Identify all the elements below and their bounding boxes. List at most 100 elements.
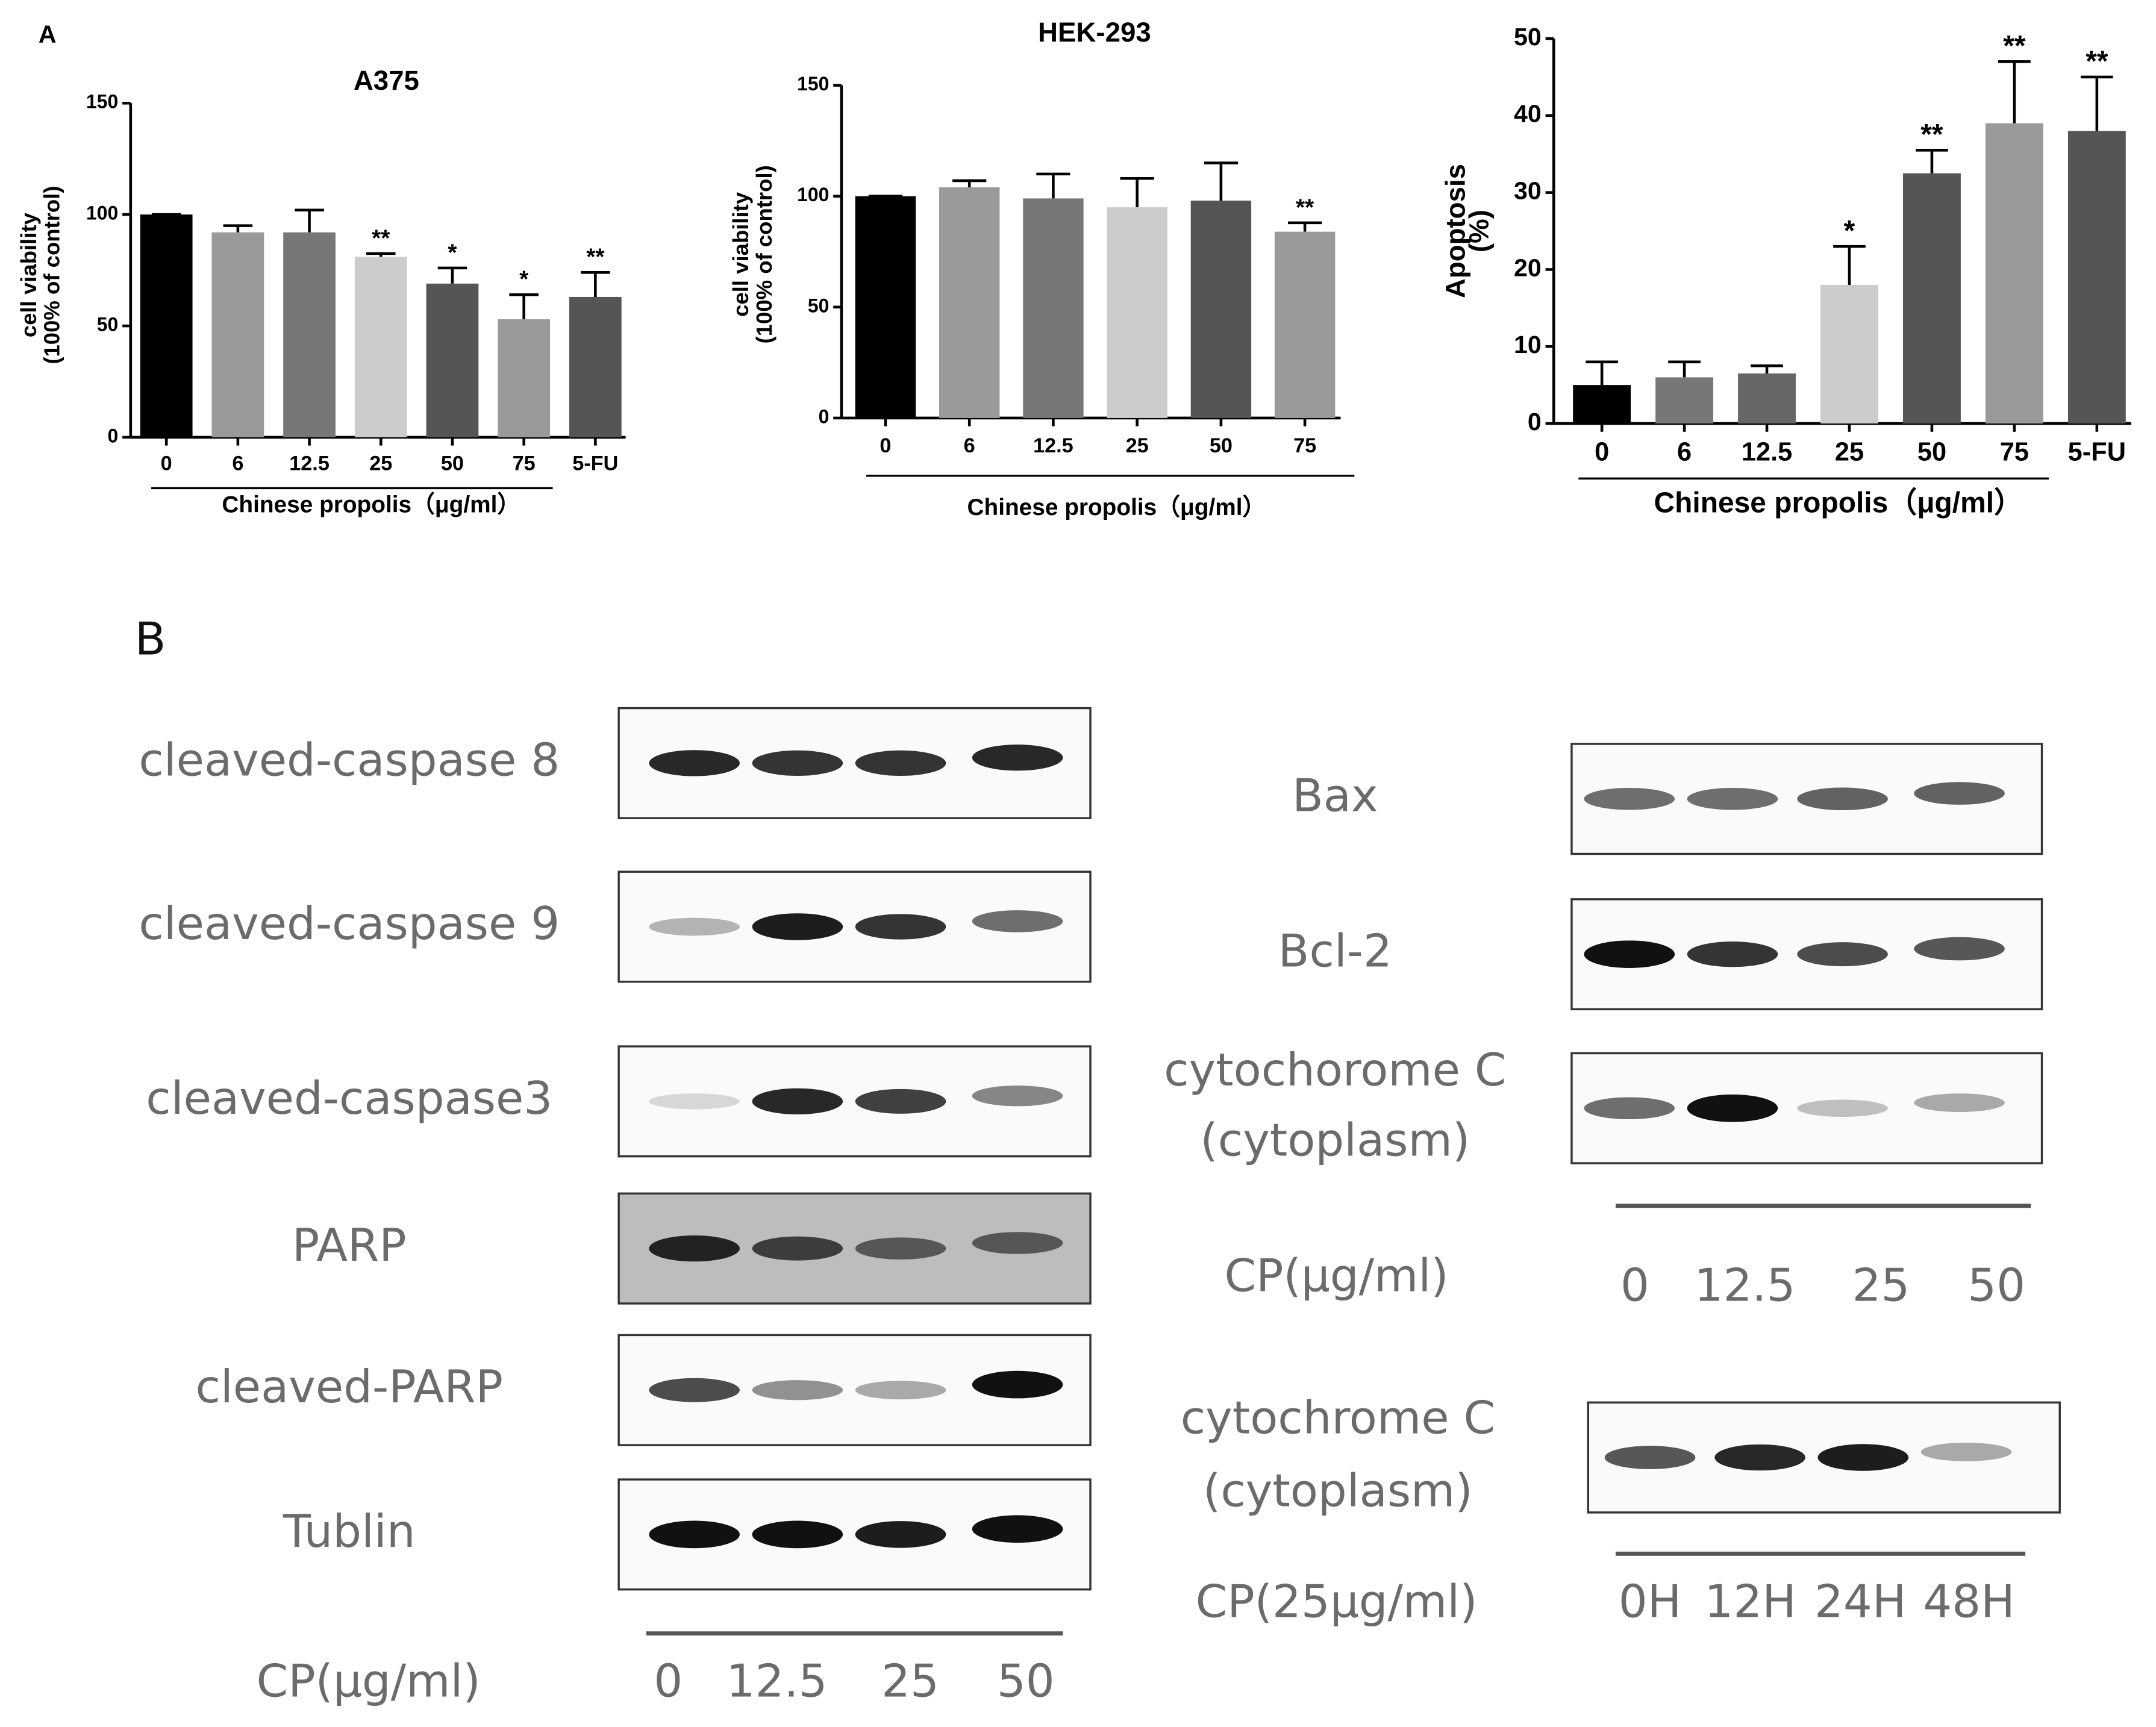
panel-label: B [135,613,166,666]
lane-label: 0H [1619,1575,1682,1628]
x-tick-label: 25 [1835,438,1864,467]
blot-band [1687,942,1778,967]
y-tick-label: 20 [1514,254,1542,281]
x-axis-label: Chinese propolis（μg/ml） [967,495,1266,520]
blot-band [855,1237,946,1260]
x-tick-label: 12.5 [1742,438,1792,467]
blot-band [752,1236,843,1261]
blot-band [1714,1444,1805,1471]
lane-label: 50 [997,1655,1055,1708]
blot-band [752,750,843,776]
bar [426,283,479,437]
bar [1985,123,2043,424]
chart-title: A375 [354,65,419,96]
y-tick-label: 0 [108,425,119,446]
blot-band [1604,1446,1696,1469]
blot-label: Bcl-2 [1278,925,1392,978]
blot-band [972,910,1063,932]
blot-band [752,913,843,940]
blot-band [855,1521,946,1548]
bar [2067,131,2126,424]
blot-band [1797,787,1888,811]
bar [855,196,916,418]
bar [1820,285,1878,424]
error-bar [1204,161,1239,201]
significance: ** [372,225,390,251]
significance: * [448,240,457,266]
error-bar [223,224,253,233]
significance: * [519,267,529,293]
x-tick-label: 75 [1293,434,1316,457]
error-bar [952,179,987,187]
blot-band [1687,787,1778,810]
y-axis-label: (100% of control) [40,186,64,364]
x-tick-label: 75 [513,452,536,475]
significance: ** [1296,195,1314,220]
lane-label: 12.5 [1695,1258,1796,1311]
blot-band [649,1378,740,1402]
significance: ** [2086,46,2108,78]
blot-x-label: CP(μg/ml) [1225,1249,1449,1302]
lane-label: 50 [1967,1258,2025,1311]
y-axis-label: cell viability [16,212,41,337]
y-tick-label: 10 [1514,331,1542,358]
blot-band [855,914,946,940]
blot-label: PARP [292,1219,407,1272]
blot-x-label: CP(μg/ml) [257,1655,481,1708]
blot-band [1914,937,2005,961]
lane-label: 0 [1620,1258,1649,1311]
blot-x-label: CP(25μg/ml) [1196,1575,1478,1628]
lane-label: 0 [654,1655,683,1708]
blot-label: cleaved-caspase 8 [139,733,560,786]
y-tick-label: 30 [1514,176,1542,204]
lane-label: 25 [881,1655,939,1708]
significance: ** [586,245,605,270]
blot-label: (cytoplasm) [1200,1113,1470,1166]
y-tick-label: 50 [808,295,830,316]
y-axis-label: (100% of control) [752,165,776,343]
error-bar [1036,172,1070,199]
error-bar [2081,75,2113,131]
x-tick-label: 6 [1677,438,1692,467]
blot-band [649,917,740,936]
y-tick-label: 150 [797,73,829,95]
bar [498,319,551,437]
blot-band [855,750,946,776]
error-bar [295,208,324,233]
y-tick-label: 50 [97,313,119,335]
error-bar [1586,360,1618,386]
blot-band [649,750,740,776]
blot-band [1914,782,2005,805]
x-tick-label: 50 [1917,438,1946,467]
x-tick-label: 25 [369,452,392,475]
blot-label: cleaved-PARP [195,1360,503,1413]
blot-band [855,1088,946,1114]
bar [211,232,264,437]
y-tick-label: 100 [86,202,118,224]
error-bar [1916,149,1948,173]
y-tick-label: 0 [1528,408,1542,436]
lane-label: 24H [1814,1575,1906,1628]
blot-band [1817,1444,1909,1471]
blot-band [1584,787,1675,810]
error-bar [1287,221,1322,232]
blot-band [752,1088,843,1115]
blot-band [752,1520,843,1549]
bar [1023,198,1084,418]
lane-label: 12.5 [726,1655,828,1708]
blot-band [1584,1097,1675,1120]
blot-band [649,1093,740,1110]
x-tick-label: 75 [2000,438,2029,467]
blot-label: Bax [1292,769,1378,822]
x-tick-label: 12.5 [289,452,330,475]
error-bar [509,293,539,319]
blot-label: cytochrome C [1181,1391,1495,1444]
y-tick-label: 40 [1514,100,1542,128]
bar [1274,231,1336,418]
lane-label: 48H [1923,1575,2014,1628]
blot-band [752,1380,843,1401]
blot-label: cleaved-caspase 9 [139,897,560,950]
blot-band [972,745,1063,771]
